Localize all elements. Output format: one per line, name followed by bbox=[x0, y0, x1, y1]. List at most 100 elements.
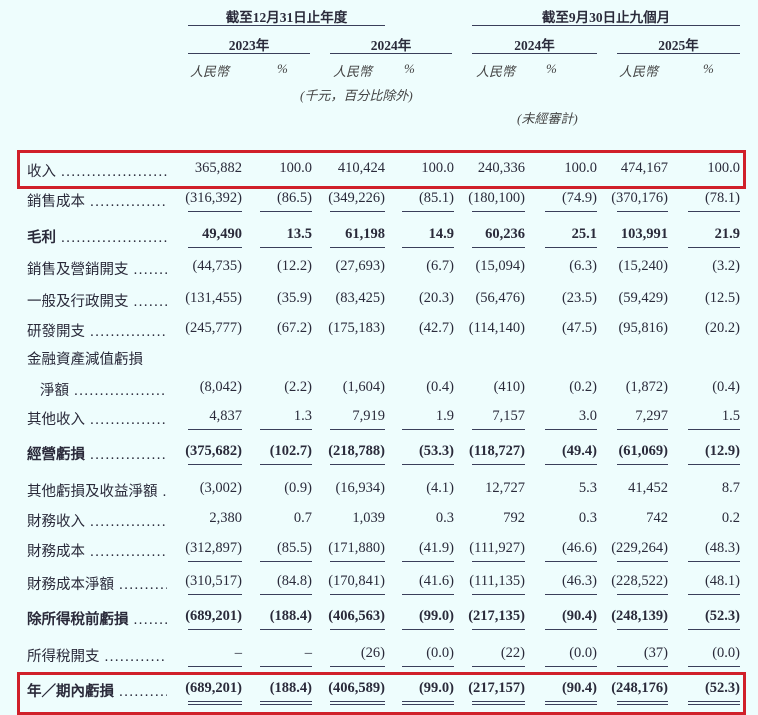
amount-cell: 7,297 bbox=[635, 408, 668, 424]
percent-cell: 0.2 bbox=[721, 510, 740, 526]
percent-cell: 25.1 bbox=[571, 226, 597, 242]
underline bbox=[402, 561, 454, 563]
row-label-text: 財務收入 bbox=[27, 514, 85, 530]
underline bbox=[188, 701, 242, 703]
underline bbox=[330, 594, 385, 596]
header-year: 2024年 bbox=[514, 38, 555, 53]
percent-cell: (46.6) bbox=[561, 540, 597, 556]
underline bbox=[260, 629, 312, 631]
header-percent: % bbox=[703, 61, 714, 76]
percent-cell: (35.9) bbox=[276, 290, 312, 306]
row-label: 銷售及營銷開支 ................................… bbox=[27, 262, 167, 278]
percent-cell: 1.5 bbox=[721, 408, 740, 424]
percent-cell: (102.7) bbox=[269, 443, 312, 459]
underline bbox=[688, 464, 740, 466]
amount-cell: (83,425) bbox=[335, 290, 385, 306]
underline bbox=[545, 704, 597, 706]
underline bbox=[688, 629, 740, 631]
amount-cell: 7,919 bbox=[352, 408, 385, 424]
underline bbox=[688, 701, 740, 703]
underline bbox=[545, 464, 597, 466]
amount-cell: (217,135) bbox=[468, 608, 525, 624]
amount-cell: (27,693) bbox=[335, 258, 385, 274]
amount-cell: (59,429) bbox=[618, 290, 668, 306]
underline bbox=[472, 211, 525, 213]
amount-cell: (111,927) bbox=[469, 540, 525, 556]
amount-cell: 61,198 bbox=[345, 226, 385, 242]
underline bbox=[260, 594, 312, 596]
header-currency: 人民幣 bbox=[619, 64, 659, 79]
amount-cell: (370,176) bbox=[611, 190, 668, 206]
underline bbox=[188, 464, 242, 466]
header-percent: % bbox=[404, 61, 415, 76]
percent-cell: (12.5) bbox=[704, 290, 740, 306]
underline bbox=[260, 561, 312, 563]
underline bbox=[188, 211, 242, 213]
underline bbox=[617, 629, 668, 631]
row-label: 金融資產減值虧損 bbox=[27, 348, 167, 369]
header-year: 2023年 bbox=[228, 38, 270, 53]
amount-cell: (218,788) bbox=[328, 443, 385, 459]
percent-cell: (0.0) bbox=[712, 645, 740, 661]
amount-cell: (171,880) bbox=[328, 540, 385, 556]
percent-cell: 1.9 bbox=[435, 408, 454, 424]
amount-cell: (3,002) bbox=[199, 480, 242, 496]
percent-cell: (0.0) bbox=[426, 645, 454, 661]
amount-cell: (310,517) bbox=[185, 573, 242, 589]
amount-cell: 474,167 bbox=[620, 160, 668, 176]
percent-cell: (52.3) bbox=[704, 680, 740, 696]
underline bbox=[472, 247, 525, 249]
table-row: 金融資產減值虧損 bbox=[0, 348, 758, 372]
amount-cell: (1,604) bbox=[342, 379, 385, 395]
percent-cell: (90.4) bbox=[561, 680, 597, 696]
header-percent: % bbox=[277, 61, 288, 76]
amount-cell: (114,140) bbox=[468, 320, 525, 336]
underline bbox=[402, 704, 454, 706]
percent-cell: 100.0 bbox=[564, 160, 597, 176]
row-label: 銷售成本 .................................. bbox=[27, 194, 167, 210]
row-label: 收入 .................................. bbox=[27, 164, 167, 180]
underline bbox=[330, 701, 385, 703]
underline bbox=[545, 247, 597, 249]
header-percent: % bbox=[546, 61, 557, 76]
underline bbox=[545, 701, 597, 703]
percent-cell: (85.1) bbox=[418, 190, 454, 206]
table-row: 其他收入 .................................. 4… bbox=[0, 408, 758, 432]
table-row: 銷售及營銷開支 ................................… bbox=[0, 258, 758, 282]
underline bbox=[688, 247, 740, 249]
underline bbox=[472, 594, 525, 596]
underline bbox=[260, 464, 312, 466]
underline bbox=[402, 247, 454, 249]
underline bbox=[617, 211, 668, 213]
underline bbox=[472, 704, 525, 706]
amount-cell: (37) bbox=[643, 645, 668, 661]
percent-cell: (6.7) bbox=[426, 258, 454, 274]
percent-cell: (99.0) bbox=[418, 680, 454, 696]
percent-cell: (23.5) bbox=[561, 290, 597, 306]
percent-cell: (48.3) bbox=[704, 540, 740, 556]
underline bbox=[260, 247, 312, 249]
amount-cell: (312,897) bbox=[185, 540, 242, 556]
underline bbox=[545, 429, 597, 431]
amount-cell: (248,139) bbox=[611, 608, 668, 624]
percent-cell: 0.7 bbox=[293, 510, 312, 526]
underline bbox=[545, 629, 597, 631]
underline bbox=[688, 704, 740, 706]
row-label-text: 收入 bbox=[27, 164, 56, 180]
underline bbox=[472, 666, 525, 668]
row-label-text: 除所得稅前虧損 bbox=[27, 612, 129, 628]
amount-cell: (180,100) bbox=[468, 190, 525, 206]
underline bbox=[260, 666, 312, 668]
row-label: 一般及行政開支 ................................… bbox=[27, 294, 167, 310]
underline bbox=[472, 429, 525, 431]
header-group-fiscal-year: 截至12月31日止年度 bbox=[225, 10, 348, 25]
amount-cell: (22) bbox=[500, 645, 525, 661]
row-label-text: 銷售及營銷開支 bbox=[27, 262, 129, 278]
percent-cell: (86.5) bbox=[276, 190, 312, 206]
row-label-text: 毛利 bbox=[27, 230, 56, 246]
underline bbox=[617, 429, 668, 431]
percent-cell: – bbox=[304, 645, 312, 661]
amount-cell: 103,991 bbox=[620, 226, 668, 242]
header-currency: 人民幣 bbox=[476, 64, 516, 79]
